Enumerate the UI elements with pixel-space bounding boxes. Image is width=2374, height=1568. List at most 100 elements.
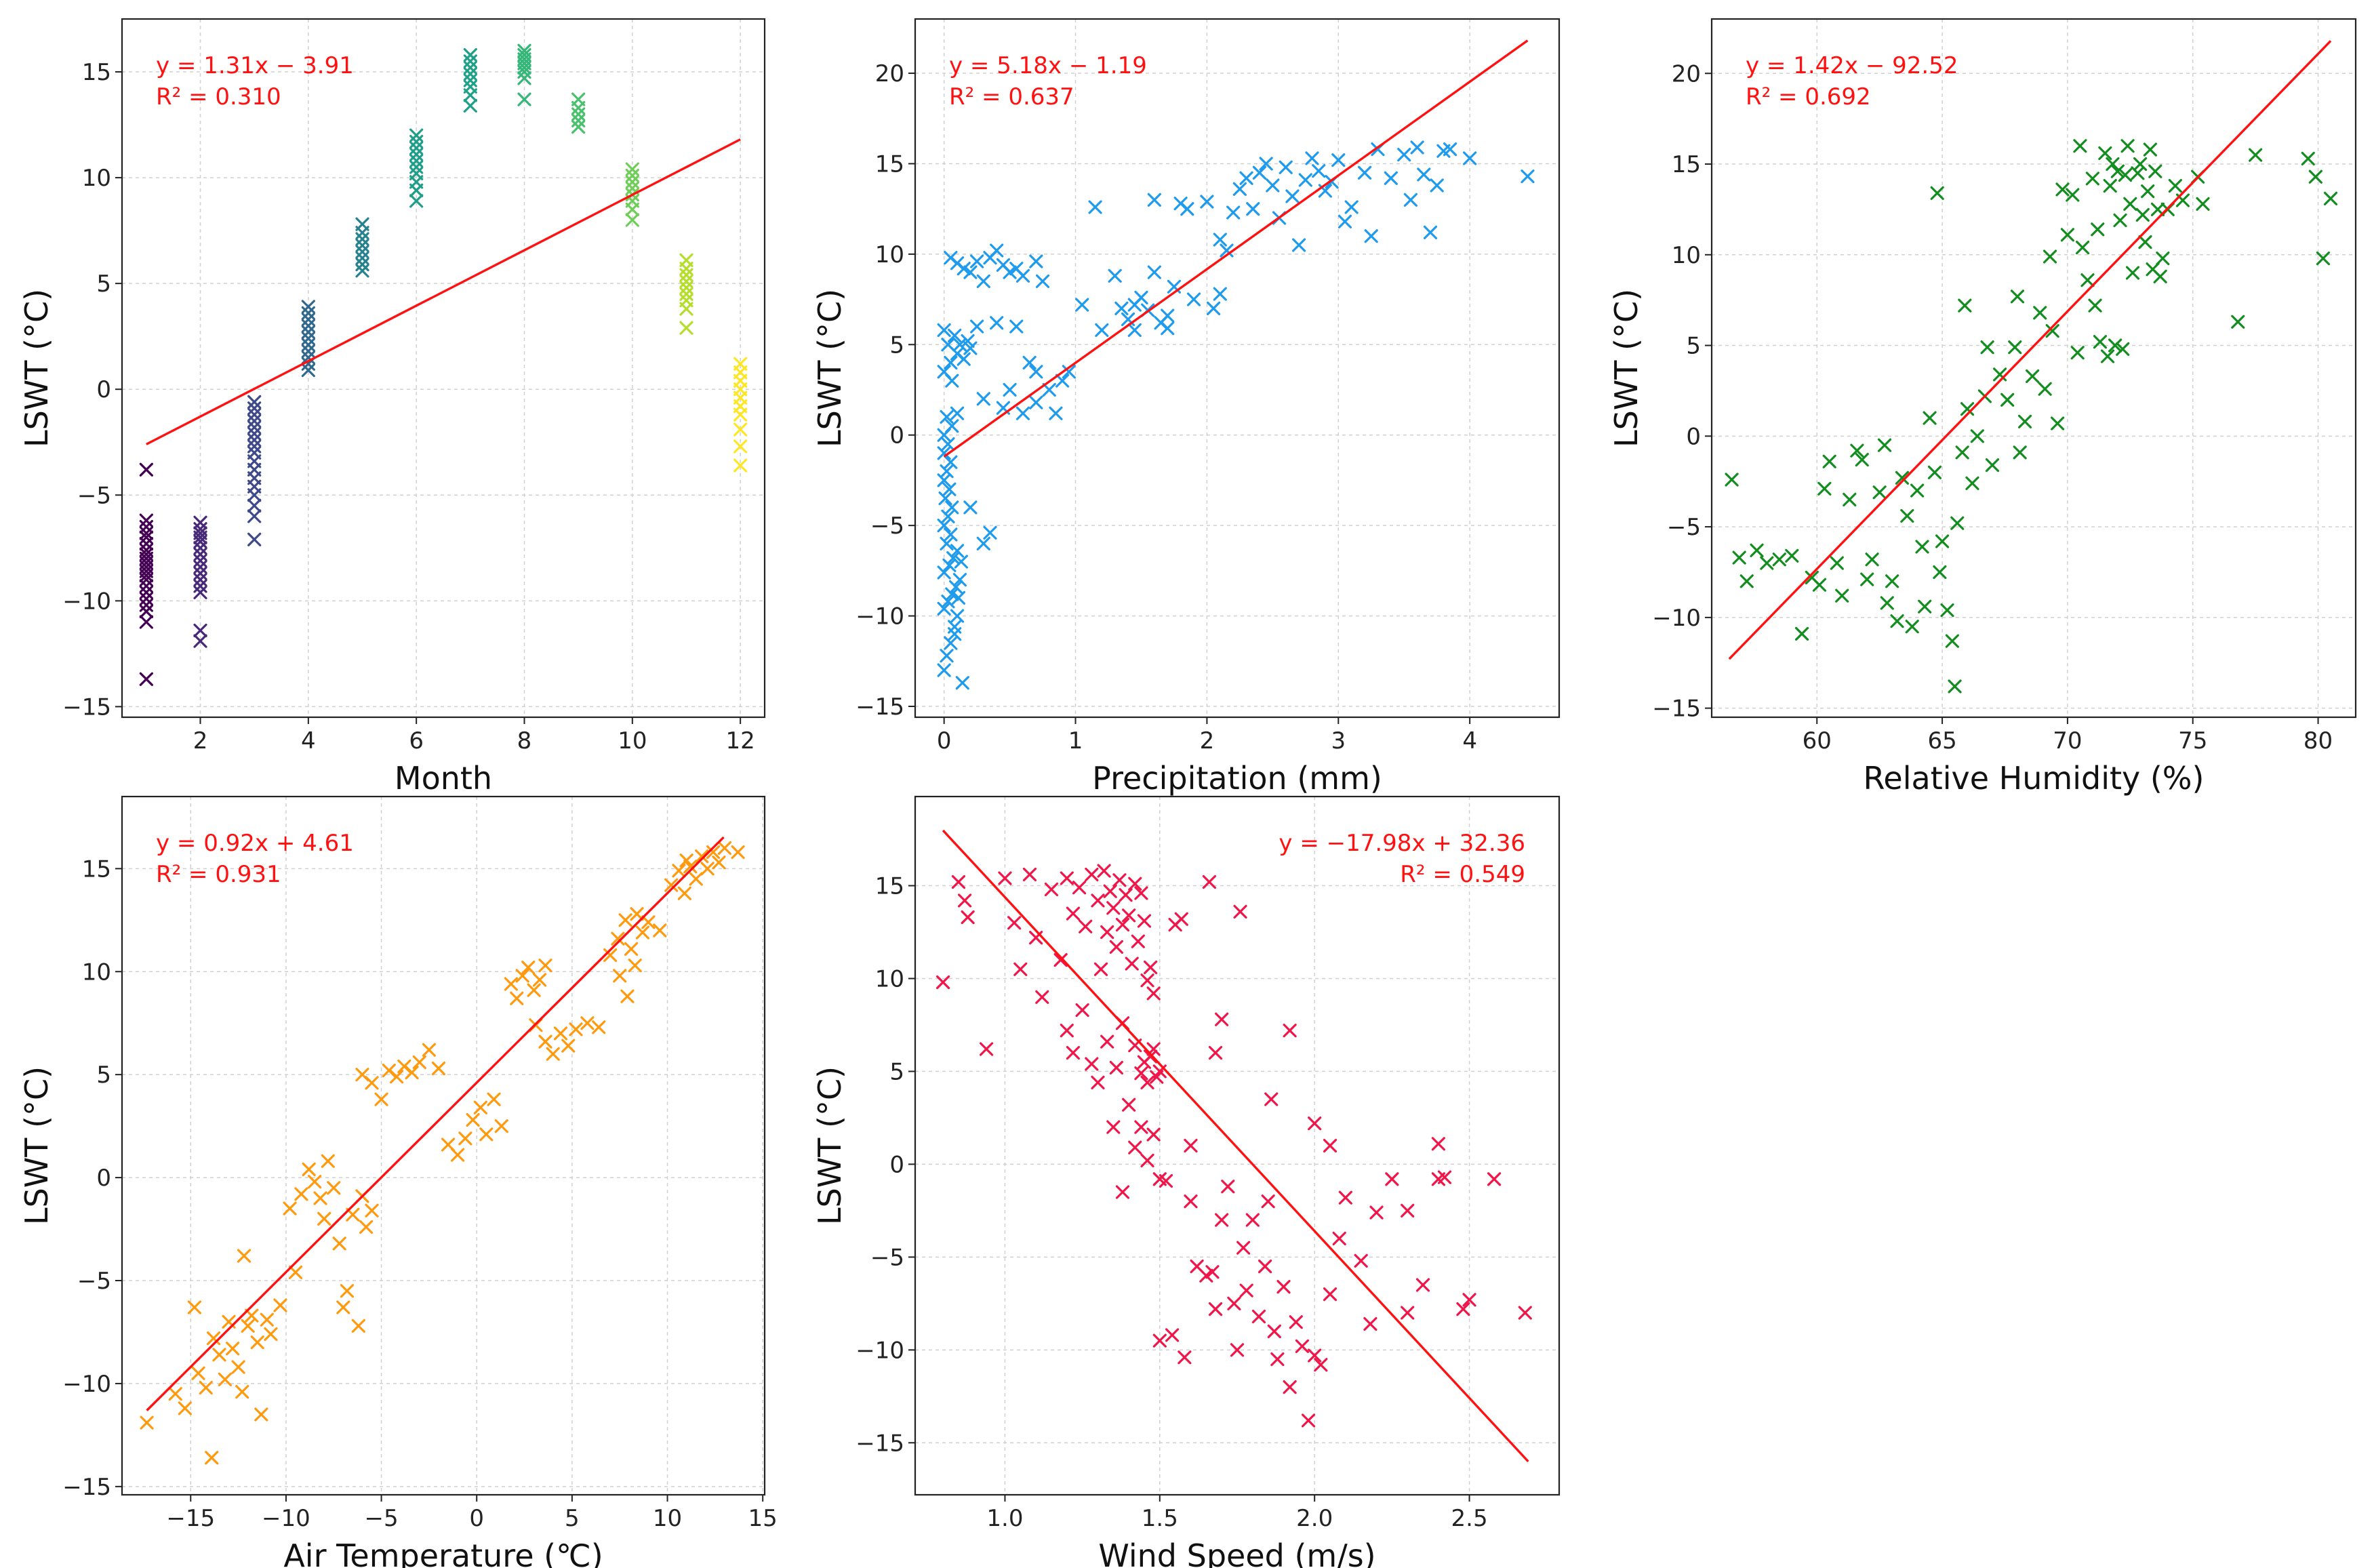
data-point bbox=[409, 183, 424, 197]
data-point bbox=[1091, 893, 1105, 908]
data-point bbox=[1042, 382, 1056, 397]
data-point bbox=[950, 406, 965, 420]
data-point bbox=[1146, 1127, 1161, 1142]
data-point bbox=[941, 509, 955, 523]
data-point bbox=[412, 1055, 426, 1070]
r-squared: R² = 0.692 bbox=[1746, 83, 1871, 110]
data-point bbox=[2156, 252, 2170, 266]
data-point bbox=[1337, 214, 1352, 228]
data-point bbox=[1276, 1280, 1291, 1294]
data-point bbox=[199, 1380, 213, 1395]
data-point bbox=[1213, 233, 1227, 247]
data-point bbox=[463, 73, 477, 87]
x-tick-label: 4 bbox=[301, 727, 316, 755]
data-point bbox=[247, 532, 262, 546]
data-point bbox=[1091, 1075, 1105, 1089]
data-point bbox=[178, 1401, 192, 1415]
data-point bbox=[1283, 1380, 1297, 1394]
data-point bbox=[553, 1026, 568, 1041]
data-point bbox=[1259, 157, 1273, 171]
regression-line bbox=[943, 39, 1529, 458]
data-point bbox=[957, 352, 971, 366]
data-point bbox=[942, 482, 957, 496]
data-point bbox=[332, 1237, 346, 1251]
panel-humidity: 60 65 70 75 80 −15 −10 −5 0 5 10 15 20 Relative Humid… bbox=[1608, 18, 2357, 797]
data-point bbox=[1239, 1283, 1253, 1298]
data-point bbox=[431, 1061, 446, 1076]
data-point bbox=[139, 615, 153, 629]
y-tick-label: −5 bbox=[870, 512, 904, 540]
data-point bbox=[683, 860, 698, 874]
data-point bbox=[1144, 1049, 1158, 1064]
data-point bbox=[945, 587, 959, 601]
data-point bbox=[2073, 139, 2087, 153]
data-point bbox=[301, 313, 315, 327]
data-point bbox=[1161, 321, 1175, 336]
r-squared: R² = 0.637 bbox=[949, 83, 1074, 110]
data-point bbox=[473, 1100, 487, 1114]
data-point bbox=[936, 975, 950, 990]
data-point bbox=[2123, 197, 2137, 211]
data-point bbox=[1323, 1138, 1337, 1153]
data-point bbox=[2308, 169, 2322, 184]
data-point bbox=[313, 1191, 327, 1205]
data-point bbox=[611, 931, 625, 946]
data-point bbox=[1055, 374, 1070, 388]
data-point bbox=[139, 568, 153, 582]
y-tick-label: 5 bbox=[889, 331, 904, 359]
data-point bbox=[1100, 1034, 1114, 1049]
data-point bbox=[1354, 1253, 1368, 1268]
y-tick-label: 15 bbox=[82, 59, 111, 86]
data-point bbox=[2135, 207, 2150, 222]
x-tick-label: 12 bbox=[726, 727, 755, 755]
y-axis-label: LSWT (°C) bbox=[1608, 289, 1645, 447]
data-point bbox=[1049, 406, 1063, 420]
data-point bbox=[954, 555, 968, 569]
data-point bbox=[2133, 157, 2148, 172]
data-point bbox=[1289, 1315, 1303, 1329]
data-point bbox=[940, 649, 954, 663]
data-point bbox=[139, 579, 153, 593]
data-point bbox=[1261, 1194, 1275, 1209]
panel-month: 2 4 6 8 10 12 −15 −10 −5 0 5 10 15 Month LSWT (°C) y = … bbox=[18, 18, 766, 797]
data-point bbox=[2249, 148, 2263, 162]
data-point bbox=[463, 88, 477, 102]
y-tick-label: 10 bbox=[82, 165, 111, 192]
data-point bbox=[264, 1327, 278, 1342]
data-point bbox=[2100, 349, 2115, 363]
y-tick-label: 5 bbox=[1686, 333, 1701, 360]
data-point bbox=[301, 325, 315, 340]
data-point bbox=[1403, 193, 1418, 207]
data-point bbox=[1835, 588, 1849, 603]
data-point bbox=[1357, 165, 1372, 180]
data-point bbox=[458, 1131, 472, 1146]
data-point bbox=[1221, 1180, 1235, 1194]
data-point bbox=[2113, 213, 2127, 228]
data-point bbox=[409, 194, 424, 208]
data-point bbox=[2168, 179, 2182, 193]
y-axis-label: LSWT (°C) bbox=[811, 289, 848, 447]
data-point bbox=[679, 853, 693, 868]
data-point bbox=[1872, 485, 1887, 500]
data-point bbox=[355, 264, 369, 278]
data-point bbox=[976, 274, 990, 289]
data-point bbox=[2017, 414, 2032, 429]
data-point bbox=[1227, 1296, 1241, 1310]
data-point bbox=[1128, 877, 1142, 891]
data-point bbox=[1125, 957, 1139, 971]
data-point bbox=[937, 601, 951, 616]
data-point bbox=[2120, 139, 2135, 153]
data-point bbox=[139, 526, 153, 540]
data-point bbox=[1369, 1205, 1384, 1220]
x-tick-label: 4 bbox=[1462, 727, 1477, 755]
data-point bbox=[409, 128, 424, 142]
data-point bbox=[1029, 254, 1043, 268]
data-point bbox=[1397, 148, 1411, 162]
data-point bbox=[1940, 603, 1954, 618]
y-tick-label: 5 bbox=[96, 1062, 111, 1089]
data-point bbox=[301, 306, 315, 320]
data-point bbox=[952, 573, 967, 587]
data-point bbox=[1314, 1358, 1328, 1372]
data-point bbox=[247, 426, 262, 441]
data-point bbox=[653, 923, 667, 938]
